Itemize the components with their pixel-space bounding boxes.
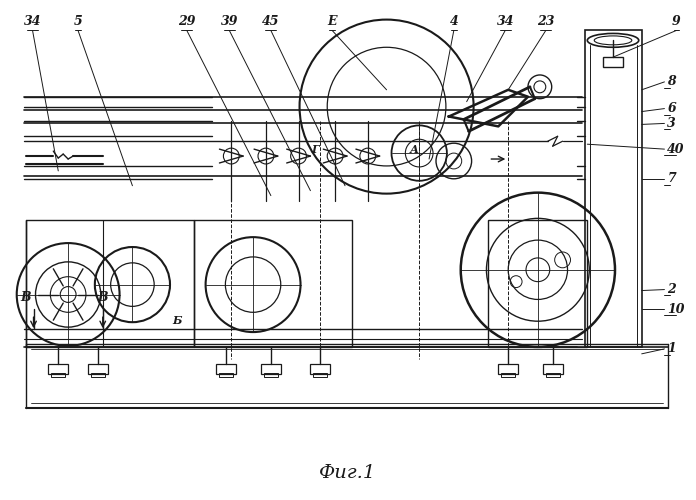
Text: 4: 4: [450, 16, 458, 28]
Bar: [193, 220, 352, 347]
Bar: [489, 220, 587, 347]
Text: 1: 1: [667, 342, 676, 355]
Text: А: А: [410, 144, 419, 155]
Bar: [585, 30, 642, 347]
Text: 29: 29: [178, 16, 196, 28]
Text: 6: 6: [667, 102, 676, 115]
Text: B: B: [20, 292, 31, 304]
Text: 40: 40: [667, 142, 685, 156]
Text: Фиг.1: Фиг.1: [319, 464, 377, 481]
Bar: [310, 364, 330, 374]
Text: 45: 45: [262, 16, 280, 28]
Bar: [264, 372, 278, 376]
Bar: [88, 364, 108, 374]
Text: 7: 7: [667, 172, 676, 186]
Bar: [498, 364, 518, 374]
Text: 8: 8: [667, 76, 676, 88]
Text: 2: 2: [667, 283, 676, 296]
Bar: [26, 220, 193, 347]
Text: 23: 23: [537, 16, 555, 28]
Bar: [313, 372, 327, 376]
Text: 3: 3: [667, 117, 676, 130]
Text: 9: 9: [672, 16, 681, 28]
Bar: [546, 372, 560, 376]
Text: E: E: [327, 16, 337, 28]
Text: 34: 34: [496, 16, 514, 28]
Text: 10: 10: [667, 303, 685, 316]
Text: 34: 34: [24, 16, 41, 28]
Bar: [603, 57, 623, 67]
Text: B: B: [97, 292, 108, 304]
Text: Г: Г: [312, 144, 319, 155]
Bar: [216, 364, 236, 374]
Bar: [219, 372, 233, 376]
Bar: [91, 372, 104, 376]
Bar: [261, 364, 280, 374]
Text: 39: 39: [221, 16, 238, 28]
Bar: [543, 364, 562, 374]
Bar: [48, 364, 68, 374]
Text: 5: 5: [74, 16, 82, 28]
Bar: [501, 372, 515, 376]
Bar: [52, 372, 65, 376]
Text: Б: Б: [172, 315, 182, 326]
